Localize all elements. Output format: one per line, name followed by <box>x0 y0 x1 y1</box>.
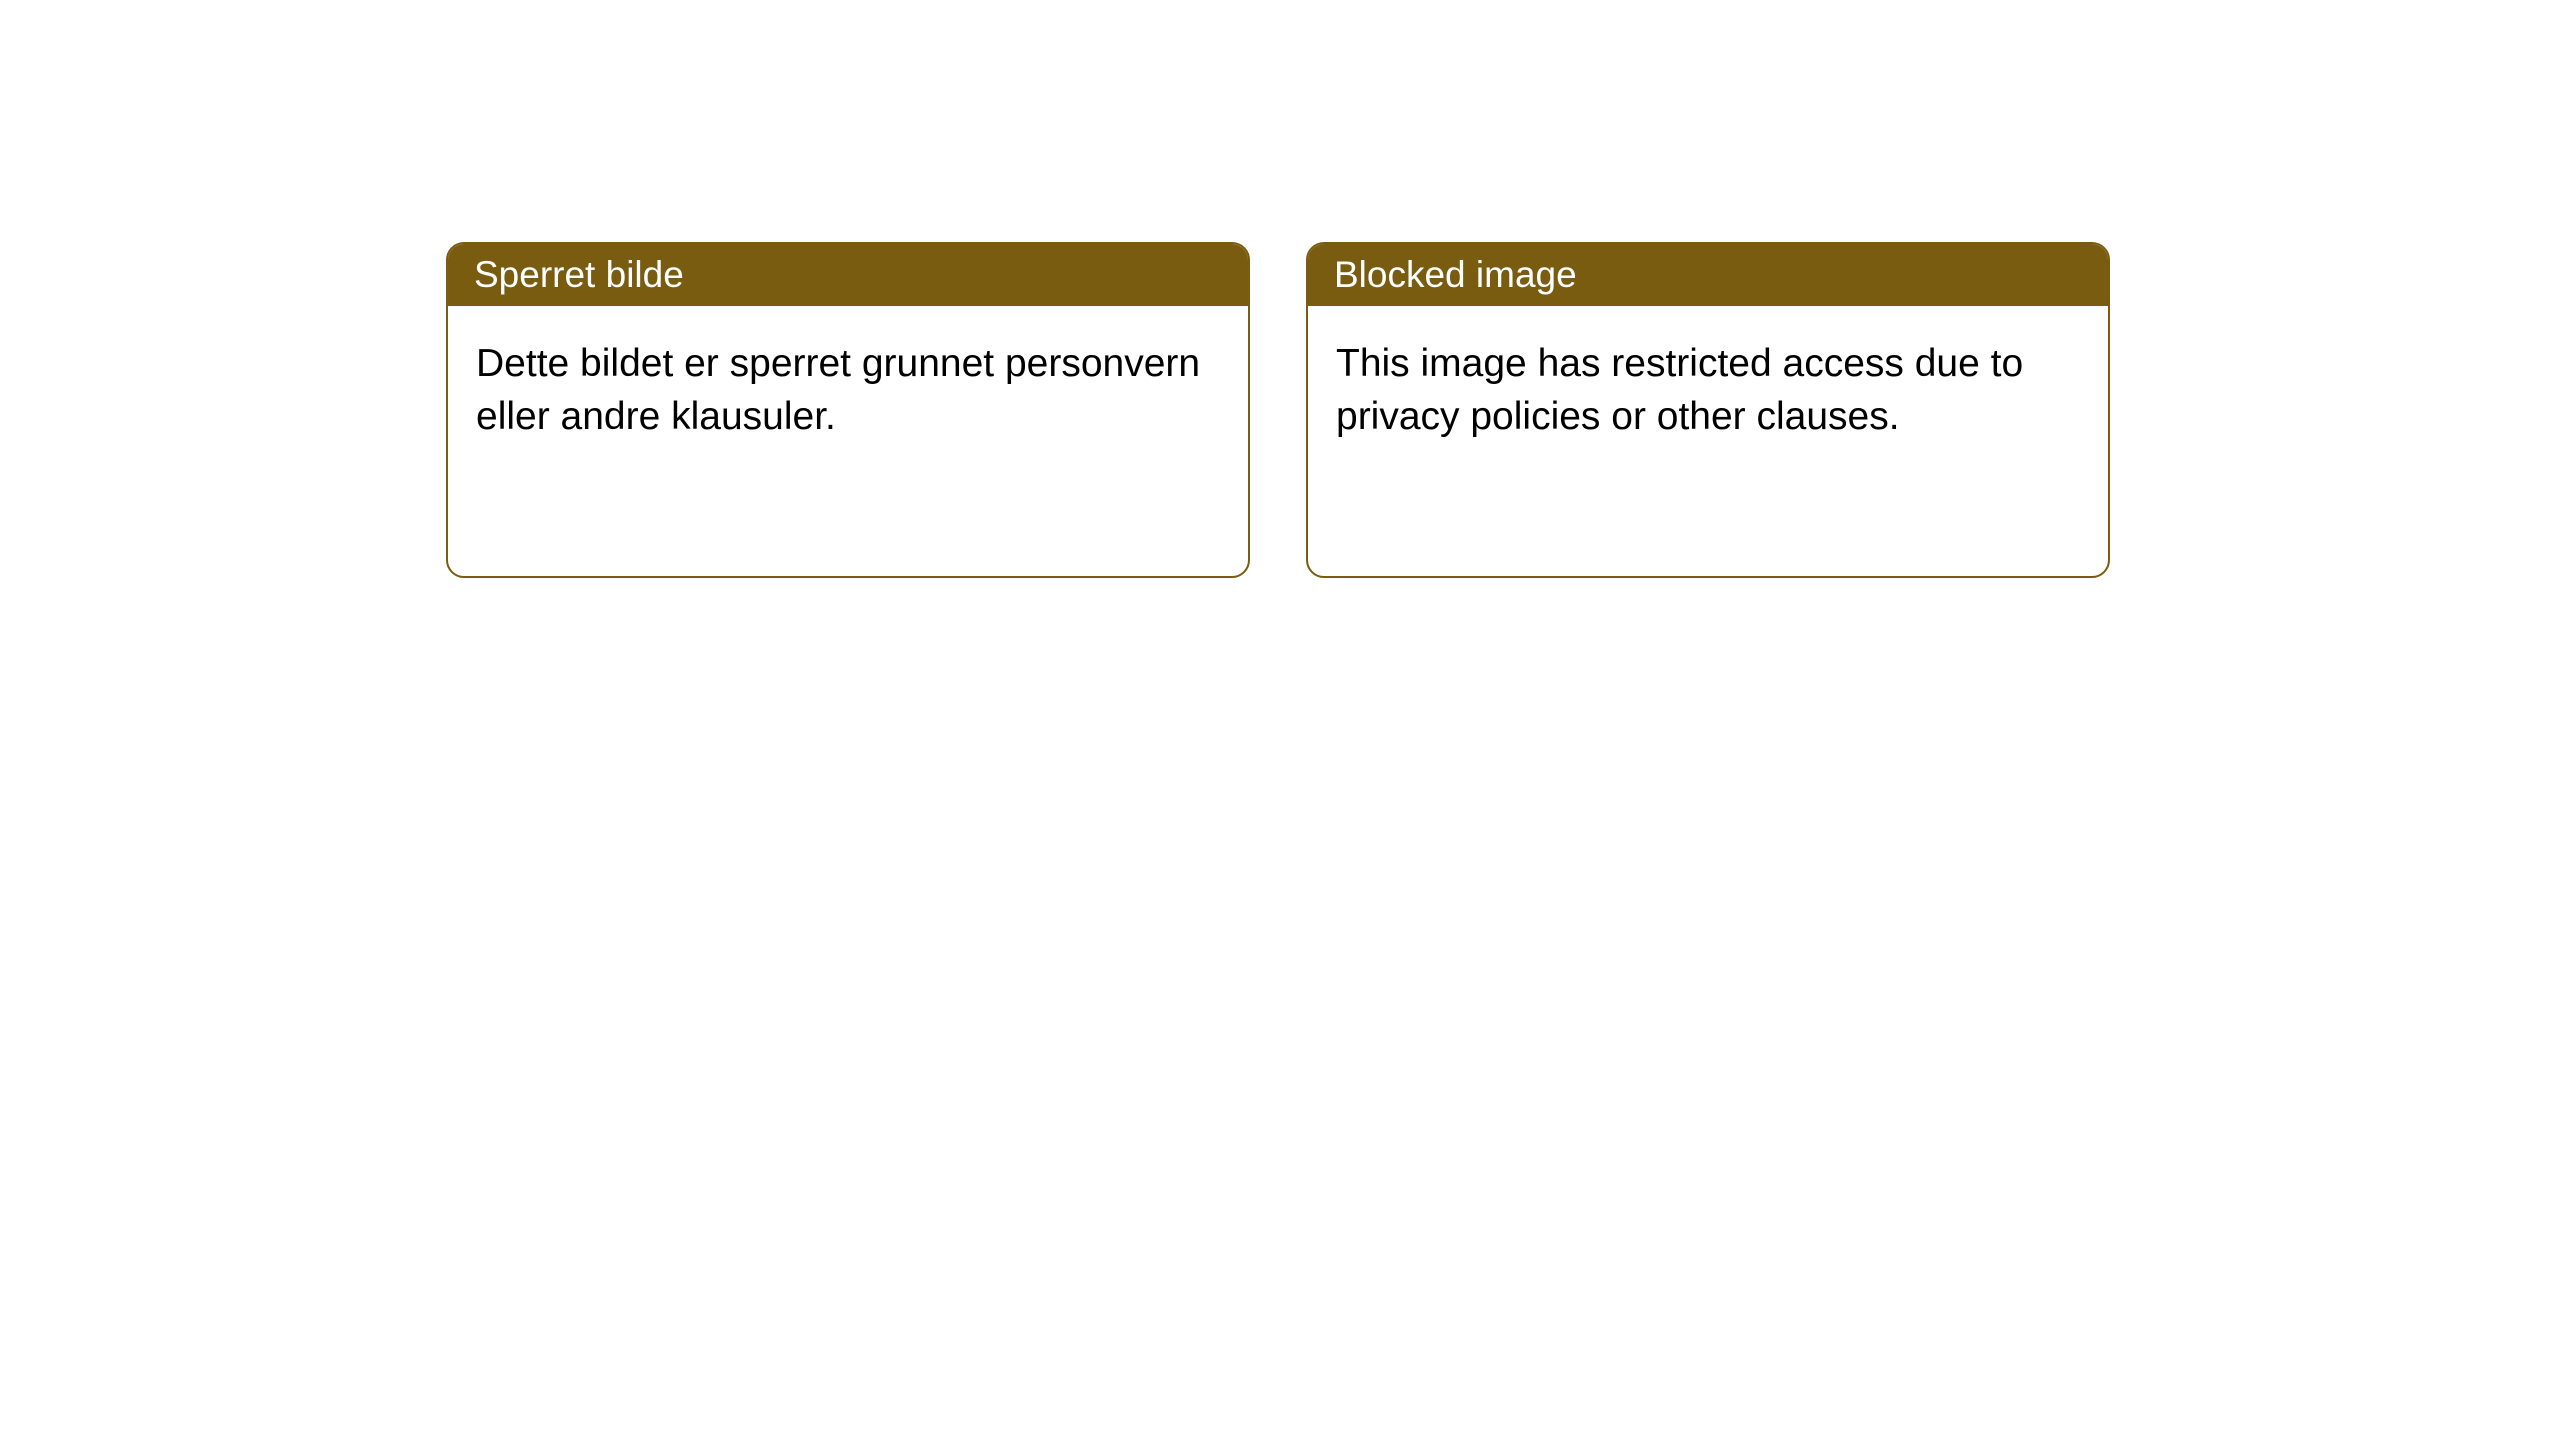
notice-body: Dette bildet er sperret grunnet personve… <box>448 306 1248 576</box>
notice-container: Sperret bilde Dette bildet er sperret gr… <box>0 0 2560 578</box>
notice-title: Sperret bilde <box>474 254 684 295</box>
notice-card-english: Blocked image This image has restricted … <box>1306 242 2110 578</box>
notice-title: Blocked image <box>1334 254 1577 295</box>
notice-body: This image has restricted access due to … <box>1308 306 2108 576</box>
notice-card-norwegian: Sperret bilde Dette bildet er sperret gr… <box>446 242 1250 578</box>
notice-header: Blocked image <box>1308 244 2108 306</box>
notice-message: This image has restricted access due to … <box>1336 342 2023 438</box>
notice-header: Sperret bilde <box>448 244 1248 306</box>
notice-message: Dette bildet er sperret grunnet personve… <box>476 342 1200 438</box>
